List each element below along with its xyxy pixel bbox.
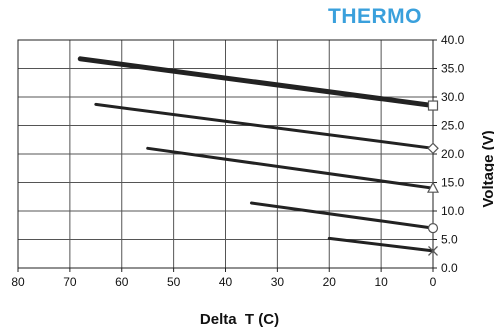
x-tick-label: 30 (271, 275, 285, 289)
series-line-5 (327, 236, 435, 253)
x-tick-label: 10 (374, 275, 388, 289)
triangle-marker (427, 181, 439, 193)
y-axis-ticks: 0.0 5.0 10.0 15.0 20.0 25.0 30.0 35.0 40.0 (433, 33, 465, 275)
x-tick-label: 80 (11, 275, 25, 289)
y-tick-label: 25.0 (441, 119, 465, 133)
series-line-1 (77, 56, 436, 109)
data-series (77, 56, 439, 256)
brand-logo-text: THERMO (328, 5, 422, 28)
x-axis-ticks: 80 70 60 50 40 30 20 10 0 (11, 268, 437, 289)
y-axis-title: Voltage (V) (480, 130, 494, 207)
series-line-3 (146, 146, 435, 190)
x-marker (428, 245, 438, 256)
y-tick-label: 15.0 (441, 176, 465, 190)
x-tick-label: 0 (430, 275, 437, 289)
y-tick-label: 35.0 (441, 62, 465, 76)
grid-lines (17, 39, 434, 269)
x-tick-label: 40 (219, 275, 233, 289)
x-tick-label: 70 (63, 275, 77, 289)
x-tick-label: 60 (115, 275, 129, 289)
y-tick-label: 5.0 (441, 233, 458, 247)
series-line-2 (94, 102, 435, 150)
diamond-marker (427, 142, 439, 155)
x-axis-title: Delta T (C) (200, 311, 279, 328)
x-tick-label: 50 (167, 275, 181, 289)
y-tick-label: 0.0 (441, 261, 458, 275)
x-tick-label: 20 (323, 275, 337, 289)
y-tick-label: 40.0 (441, 33, 465, 47)
y-tick-label: 30.0 (441, 90, 465, 104)
y-tick-label: 10.0 (441, 204, 465, 218)
y-tick-label: 20.0 (441, 147, 465, 161)
circle-marker (427, 223, 439, 234)
square-marker (427, 100, 439, 111)
series-line-4 (249, 201, 435, 230)
x-marker-stroke (428, 245, 438, 256)
